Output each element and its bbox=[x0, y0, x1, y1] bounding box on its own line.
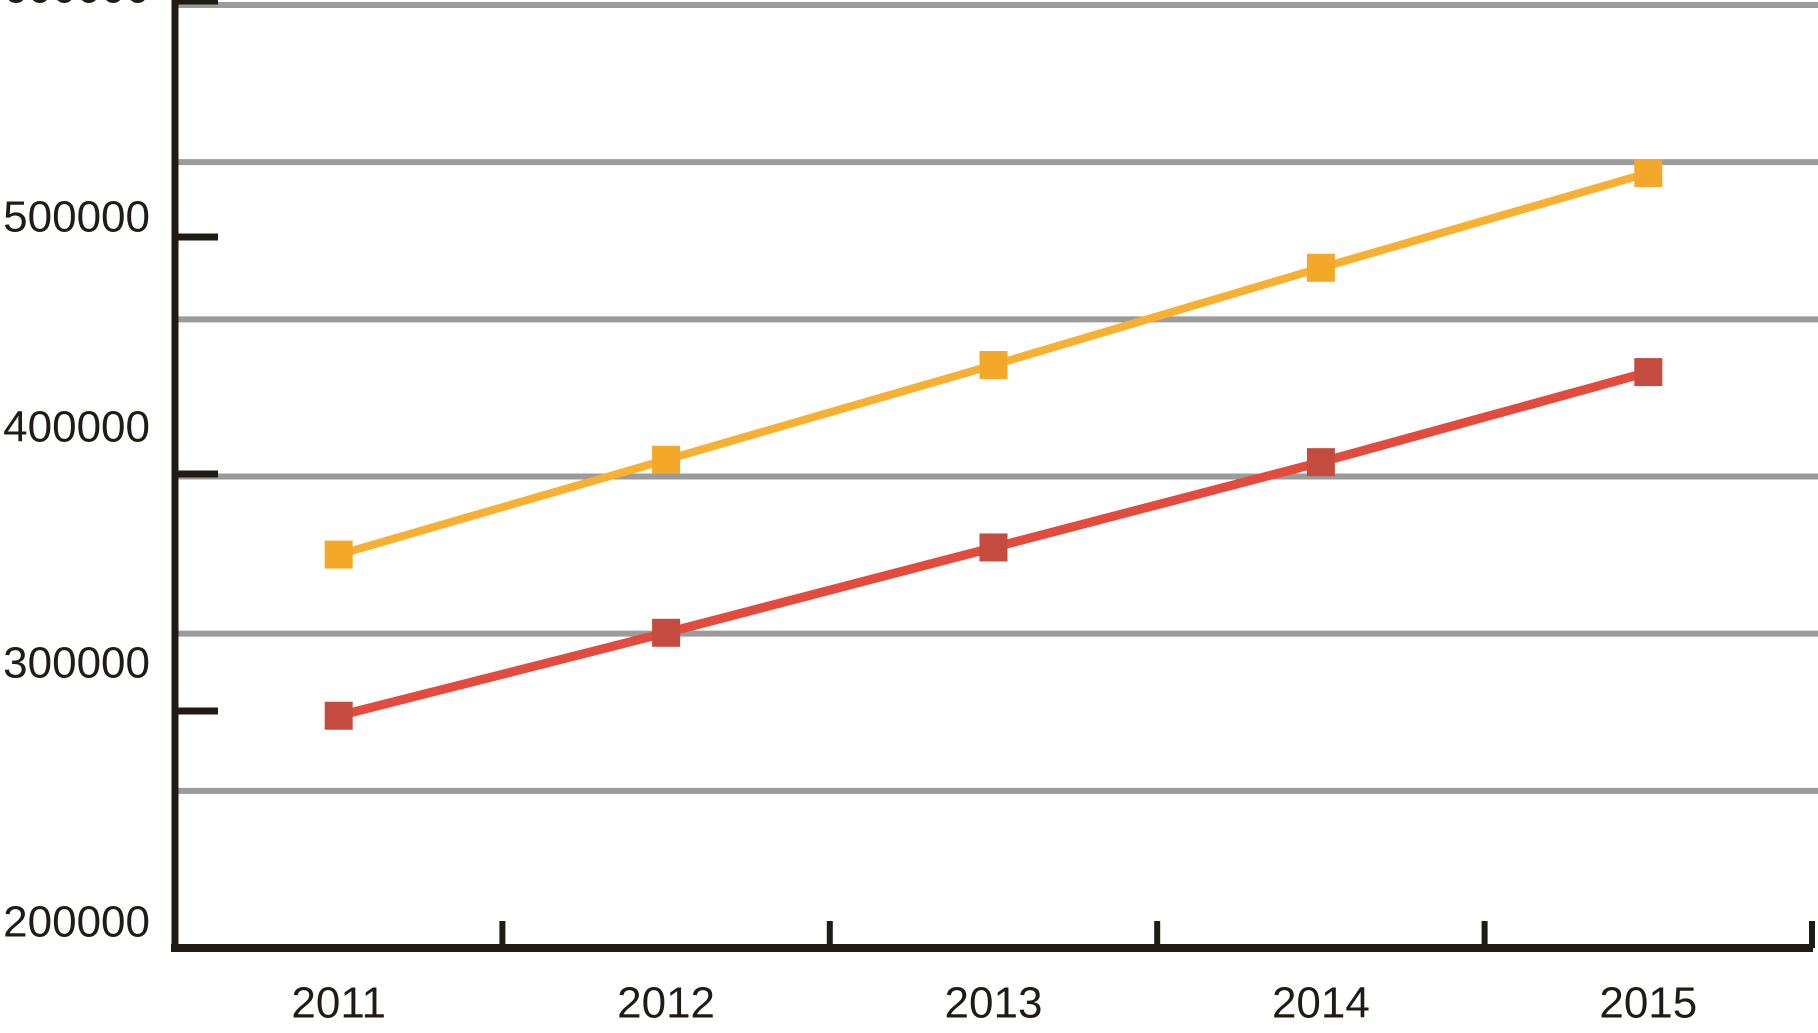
y-tick-label: 300000 bbox=[3, 639, 150, 688]
data-point-marker-yellow-series-2012 bbox=[652, 445, 681, 474]
data-point-marker-yellow-series-2011 bbox=[324, 540, 353, 569]
x-tick-label: 2014 bbox=[1272, 979, 1370, 1028]
y-tick-label-clipped: 600000 bbox=[3, 0, 150, 13]
y-tick-label: 200000 bbox=[3, 898, 150, 947]
y-tick-label: 500000 bbox=[3, 193, 150, 242]
x-tick-label: 2013 bbox=[945, 979, 1043, 1028]
y-tick-label: 400000 bbox=[3, 403, 150, 452]
data-point-marker-yellow-series-2015 bbox=[1634, 159, 1663, 188]
x-tick-label: 2015 bbox=[1599, 979, 1697, 1028]
data-point-marker-yellow-series-2014 bbox=[1306, 253, 1335, 282]
data-point-marker-red-series-2013 bbox=[979, 533, 1008, 562]
data-point-marker-red-series-2014 bbox=[1306, 448, 1335, 477]
data-point-marker-red-series-2011 bbox=[324, 701, 353, 730]
data-point-marker-red-series-2012 bbox=[652, 618, 681, 647]
data-point-marker-red-series-2015 bbox=[1634, 358, 1663, 387]
data-point-marker-yellow-series-2013 bbox=[979, 350, 1008, 379]
x-tick-label: 2011 bbox=[291, 979, 386, 1028]
x-tick-label: 2012 bbox=[617, 979, 715, 1028]
